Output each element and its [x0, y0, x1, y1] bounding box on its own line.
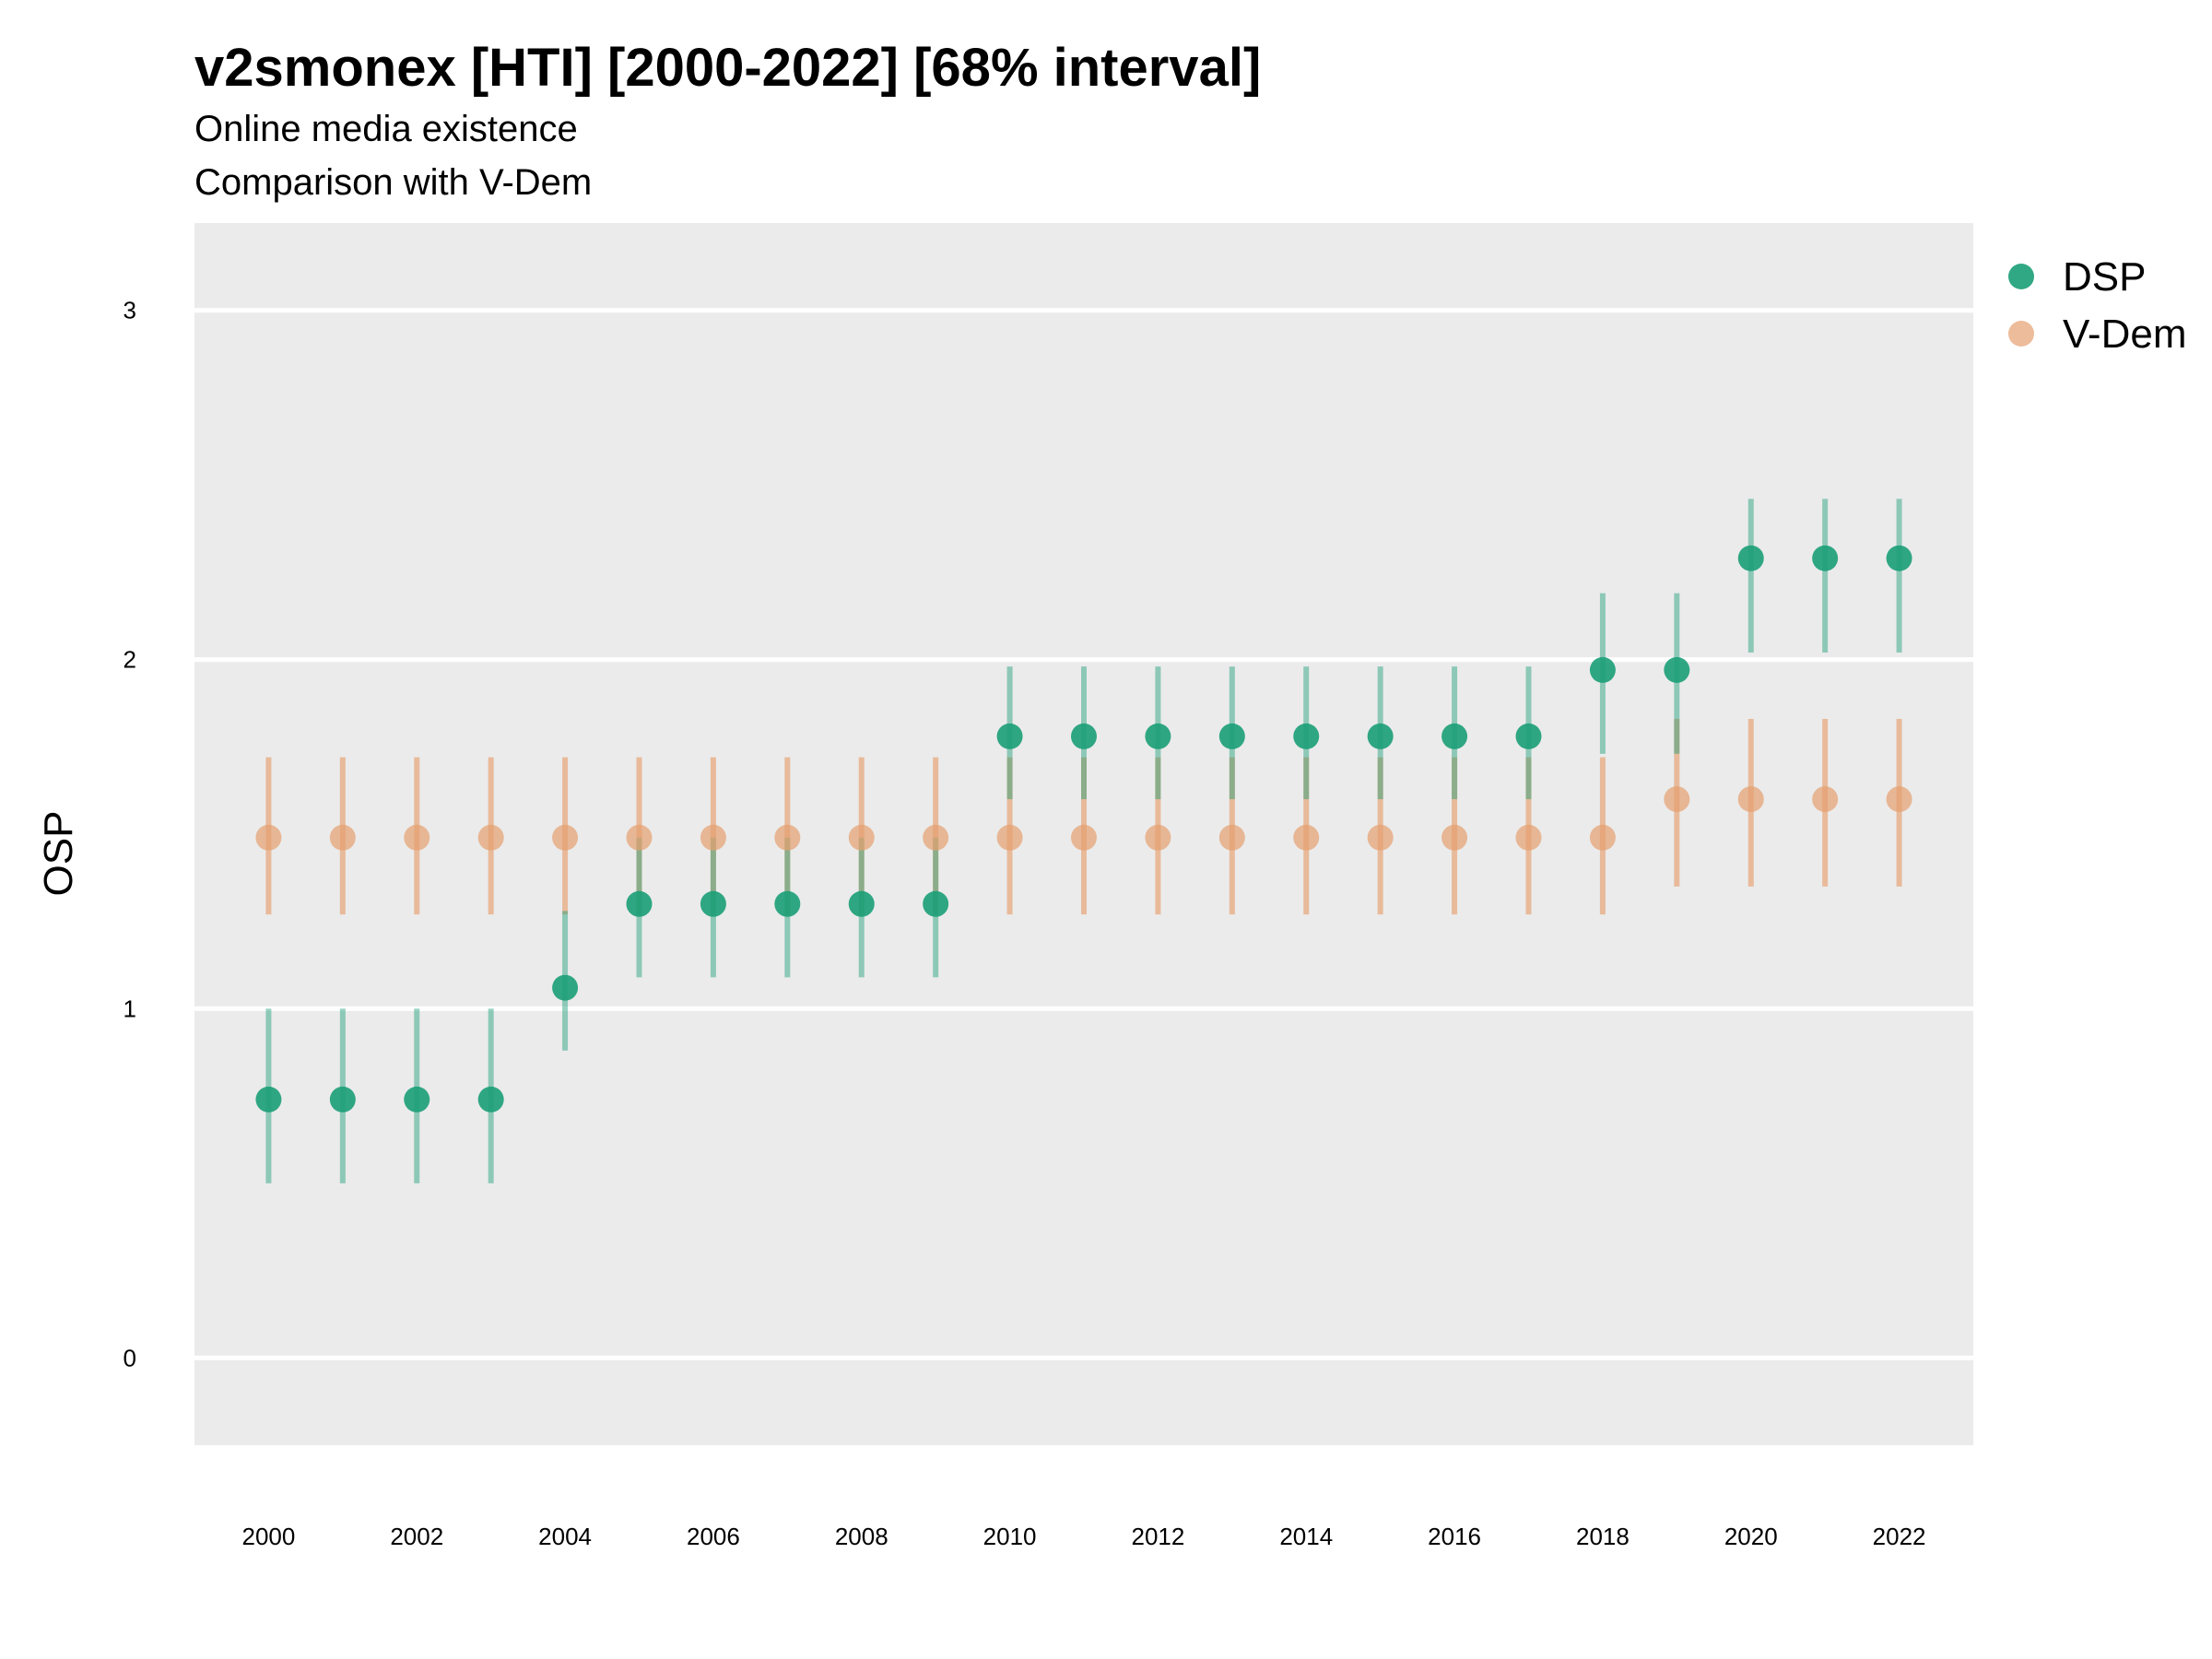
- dsp-point: [552, 974, 579, 1001]
- v-dem-point: [1812, 786, 1839, 813]
- dsp-point: [329, 1086, 356, 1112]
- x-tick-label: 2002: [390, 1523, 443, 1550]
- v-dem-point: [477, 824, 504, 851]
- dsp-point: [1589, 656, 1616, 683]
- y-axis-ticks: 0 1 2 3: [124, 297, 136, 1372]
- x-tick-label: 2008: [835, 1523, 888, 1550]
- legend: DSP V-Dem: [2008, 254, 2186, 357]
- dsp-point: [1367, 723, 1394, 749]
- dsp-point: [923, 890, 949, 917]
- x-tick-label: 2022: [1873, 1523, 1926, 1550]
- v-dem-point: [848, 824, 875, 851]
- dsp-point: [1218, 723, 1245, 749]
- v-dem-point: [1293, 824, 1320, 851]
- chart-subtitle-comparison: Comparison with V-Dem: [194, 162, 593, 203]
- v-dem-point: [1515, 824, 1542, 851]
- x-tick-label: 2000: [241, 1523, 295, 1550]
- x-tick-label: 2006: [687, 1523, 740, 1550]
- dsp-point: [1441, 723, 1468, 749]
- x-tick-label: 2012: [1131, 1523, 1184, 1550]
- legend-label-dsp: DSP: [2063, 254, 2146, 300]
- v-dem-point: [1145, 824, 1171, 851]
- x-tick-label: 2010: [983, 1523, 1037, 1550]
- x-tick-label: 2016: [1428, 1523, 1481, 1550]
- dsp-point: [1737, 545, 1764, 571]
- x-axis-ticks: 2000 2002 2004 2006 2008 2010 2012 2014 2016 2018…: [241, 1523, 1925, 1550]
- dsp-point: [404, 1086, 430, 1112]
- v-dem-point: [1664, 786, 1690, 813]
- x-tick-label: 2004: [538, 1523, 592, 1550]
- v-dem-point: [1737, 786, 1764, 813]
- y-tick-label: 1: [124, 994, 136, 1022]
- dsp-point: [1664, 656, 1690, 683]
- v-dem-point: [996, 824, 1023, 851]
- dsp-point: [774, 890, 801, 917]
- v-dem-point: [1441, 824, 1468, 851]
- x-tick-label: 2020: [1724, 1523, 1778, 1550]
- legend-key-dsp: [2008, 264, 2034, 289]
- dsp-point: [1886, 545, 1912, 571]
- dsp-point: [996, 723, 1023, 749]
- dsp-point: [1071, 723, 1097, 749]
- legend-label-v-dem: V-Dem: [2063, 312, 2186, 357]
- dsp-point: [255, 1086, 282, 1112]
- v-dem-point: [255, 824, 282, 851]
- v-dem-point: [552, 824, 579, 851]
- dsp-point: [848, 890, 875, 917]
- v-dem-point: [1218, 824, 1245, 851]
- dsp-point: [1812, 545, 1839, 571]
- chart-subtitle: Online media existence: [194, 109, 578, 149]
- y-axis-label: OSP: [36, 811, 81, 897]
- v-dem-point: [329, 824, 356, 851]
- v-dem-point: [700, 824, 726, 851]
- v-dem-point: [774, 824, 801, 851]
- legend-key-v-dem: [2008, 321, 2034, 347]
- v-dem-point: [923, 824, 949, 851]
- v-dem-point: [626, 824, 653, 851]
- dsp-point: [1145, 723, 1171, 749]
- dsp-point: [700, 890, 726, 917]
- y-tick-label: 3: [124, 297, 136, 324]
- v-dem-point: [404, 824, 430, 851]
- v-dem-point: [1367, 824, 1394, 851]
- v-dem-point: [1589, 824, 1616, 851]
- v-dem-point: [1071, 824, 1097, 851]
- chart-title: v2smonex [HTI] [2000-2022] [68% interval…: [194, 38, 1262, 98]
- x-tick-label: 2018: [1576, 1523, 1630, 1550]
- y-tick-label: 2: [124, 646, 136, 674]
- dsp-point: [477, 1086, 504, 1112]
- x-tick-label: 2014: [1279, 1523, 1333, 1550]
- dsp-point: [626, 890, 653, 917]
- dsp-point: [1515, 723, 1542, 749]
- data-points: [255, 545, 1912, 1112]
- y-tick-label: 0: [124, 1344, 136, 1371]
- v-dem-point: [1886, 786, 1912, 813]
- dsp-point: [1293, 723, 1320, 749]
